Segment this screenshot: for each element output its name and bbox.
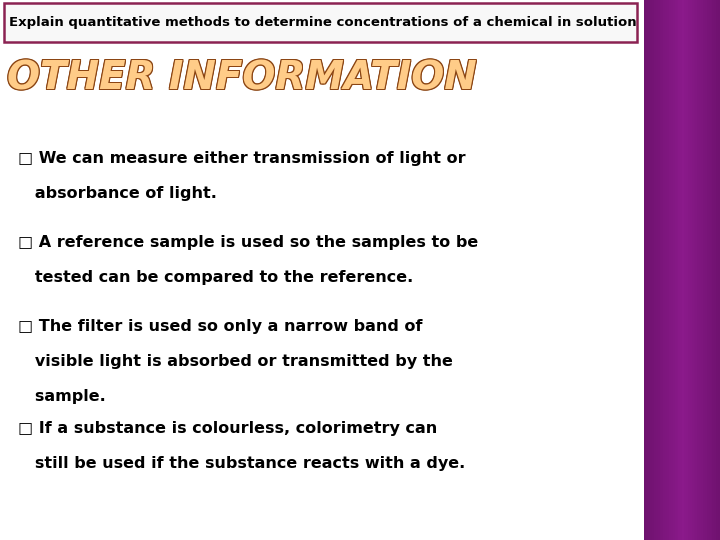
- Bar: [663, 0, 665, 540]
- Bar: [667, 0, 669, 540]
- Bar: [693, 0, 696, 540]
- Bar: [671, 0, 672, 540]
- Text: OTHER INFORMATION: OTHER INFORMATION: [7, 58, 477, 96]
- Bar: [713, 0, 714, 540]
- Bar: [650, 0, 652, 540]
- Bar: [683, 0, 684, 540]
- Bar: [652, 0, 654, 540]
- Text: OTHER INFORMATION: OTHER INFORMATION: [9, 60, 478, 98]
- Bar: [716, 0, 718, 540]
- Text: sample.: sample.: [18, 389, 106, 404]
- Bar: [648, 0, 650, 540]
- Bar: [707, 0, 708, 540]
- Bar: [692, 0, 693, 540]
- Text: OTHER INFORMATION: OTHER INFORMATION: [9, 58, 478, 96]
- Bar: [718, 0, 720, 540]
- Bar: [688, 0, 690, 540]
- Bar: [660, 0, 662, 540]
- Text: OTHER INFORMATION: OTHER INFORMATION: [6, 59, 476, 97]
- Bar: [703, 0, 705, 540]
- Bar: [686, 0, 688, 540]
- Bar: [684, 0, 686, 540]
- Text: tested can be compared to the reference.: tested can be compared to the reference.: [18, 270, 413, 285]
- Bar: [714, 0, 716, 540]
- Bar: [698, 0, 699, 540]
- Bar: [644, 0, 647, 540]
- Text: visible light is absorbed or transmitted by the: visible light is absorbed or transmitted…: [18, 354, 453, 369]
- Bar: [654, 0, 656, 540]
- Text: absorbance of light.: absorbance of light.: [18, 186, 217, 201]
- Bar: [672, 0, 675, 540]
- Bar: [675, 0, 677, 540]
- Text: still be used if the substance reacts with a dye.: still be used if the substance reacts wi…: [18, 456, 465, 471]
- Bar: [662, 0, 663, 540]
- Text: OTHER INFORMATION: OTHER INFORMATION: [6, 58, 476, 96]
- Text: □ If a substance is colourless, colorimetry can: □ If a substance is colourless, colorime…: [18, 421, 437, 436]
- Text: OTHER INFORMATION: OTHER INFORMATION: [9, 59, 478, 97]
- Bar: [647, 0, 648, 540]
- Bar: [690, 0, 692, 540]
- Bar: [678, 0, 680, 540]
- Bar: [705, 0, 707, 540]
- Bar: [680, 0, 683, 540]
- Bar: [644, 0, 720, 540]
- Text: OTHER INFORMATION: OTHER INFORMATION: [6, 60, 476, 98]
- Text: Explain quantitative methods to determine concentrations of a chemical in soluti: Explain quantitative methods to determin…: [9, 16, 636, 29]
- Bar: [708, 0, 711, 540]
- Text: OTHER INFORMATION: OTHER INFORMATION: [7, 60, 477, 98]
- FancyBboxPatch shape: [4, 3, 637, 42]
- Bar: [665, 0, 667, 540]
- Bar: [699, 0, 701, 540]
- Bar: [656, 0, 657, 540]
- Bar: [701, 0, 703, 540]
- Bar: [696, 0, 698, 540]
- Text: □ A reference sample is used so the samples to be: □ A reference sample is used so the samp…: [18, 235, 478, 250]
- Text: □ The filter is used so only a narrow band of: □ The filter is used so only a narrow ba…: [18, 319, 423, 334]
- Bar: [677, 0, 678, 540]
- Bar: [669, 0, 671, 540]
- Text: OTHER INFORMATION: OTHER INFORMATION: [7, 59, 477, 97]
- Bar: [711, 0, 712, 540]
- Text: □ We can measure either transmission of light or: □ We can measure either transmission of …: [18, 151, 466, 166]
- Bar: [657, 0, 660, 540]
